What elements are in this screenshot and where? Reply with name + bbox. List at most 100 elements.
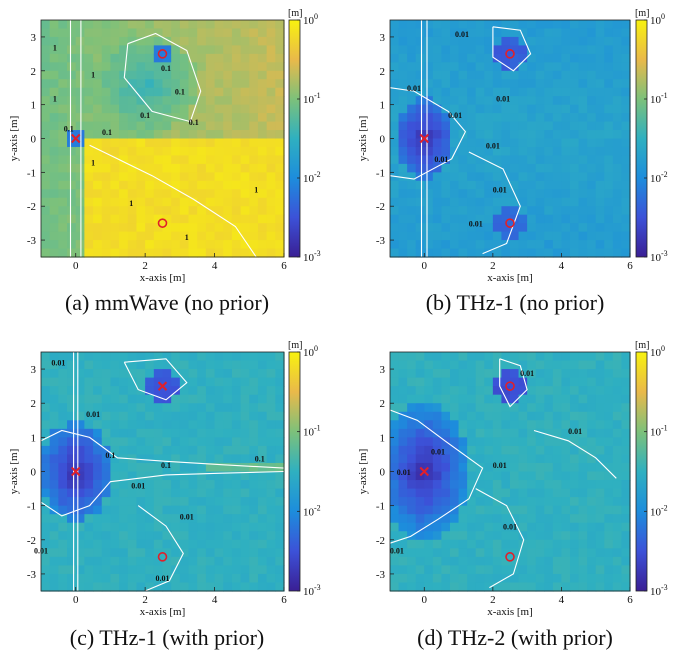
heatmap-cell xyxy=(41,214,51,224)
heatmap-cell xyxy=(415,360,425,370)
heatmap-cell xyxy=(188,369,198,379)
heatmap-cell xyxy=(197,522,207,532)
heatmap-cell xyxy=(535,582,545,592)
heatmap-cell xyxy=(205,70,216,80)
heatmap-cell xyxy=(119,79,129,89)
heatmap-cell xyxy=(390,539,400,549)
heatmap-cell xyxy=(110,420,120,430)
heatmap-cell xyxy=(595,155,605,165)
heatmap-cell xyxy=(424,197,434,207)
heatmap-cell xyxy=(41,445,51,456)
heatmap-cell xyxy=(84,189,94,199)
heatmap-cell xyxy=(467,28,477,38)
heatmap-cell xyxy=(153,20,164,30)
heatmap-cell xyxy=(110,70,120,80)
heatmap-cell xyxy=(188,163,198,173)
heatmap-cell xyxy=(49,163,59,173)
heatmap-cell xyxy=(612,514,623,524)
heatmap-cell xyxy=(621,87,631,97)
heatmap-cell xyxy=(75,462,85,473)
heatmap-cell xyxy=(67,138,77,148)
heatmap-cell xyxy=(578,360,588,370)
heatmap-cell xyxy=(145,248,155,258)
heatmap-cell xyxy=(467,197,477,207)
heatmap-cell xyxy=(249,539,259,549)
heatmap-cell xyxy=(424,505,434,515)
heatmap-cell xyxy=(205,454,216,464)
heatmap-cell xyxy=(390,146,400,157)
heatmap-cell xyxy=(492,240,503,250)
heatmap-cell xyxy=(595,420,605,430)
heatmap-cell xyxy=(578,480,588,490)
heatmap-cell xyxy=(93,96,103,106)
heatmap-cell xyxy=(450,248,460,258)
heatmap-cell xyxy=(475,377,485,387)
heatmap-cell xyxy=(527,163,537,173)
heatmap-cell xyxy=(561,420,571,430)
heatmap-cell xyxy=(58,480,68,490)
heatmap-cell xyxy=(197,240,207,250)
heatmap-cell xyxy=(171,573,181,584)
heatmap-cell xyxy=(570,20,580,30)
heatmap-cell xyxy=(450,403,460,413)
heatmap-cell xyxy=(49,121,59,131)
heatmap-cell xyxy=(93,155,103,165)
heatmap-cell xyxy=(492,62,503,72)
heatmap-cell xyxy=(197,582,207,592)
heatmap-cell xyxy=(475,531,485,541)
anchor-circle-marker xyxy=(505,381,515,391)
heatmap-cell xyxy=(578,582,588,592)
heatmap-cell xyxy=(223,113,233,123)
heatmap-cell xyxy=(604,113,614,123)
heatmap-cell xyxy=(275,411,285,421)
heatmap-cell xyxy=(450,445,460,456)
heatmap-cell xyxy=(93,113,103,123)
heatmap-cell xyxy=(49,197,59,207)
heatmap-cell xyxy=(390,53,400,63)
heatmap-cell xyxy=(441,180,451,190)
heatmap-cell xyxy=(561,403,571,413)
heatmap-cell xyxy=(475,539,485,549)
heatmap-cell xyxy=(398,79,408,89)
heatmap-cell xyxy=(407,104,417,114)
heatmap-cell xyxy=(578,28,588,38)
heatmap-cell xyxy=(127,53,138,63)
heatmap-cell xyxy=(249,437,259,447)
heatmap-cell xyxy=(552,471,563,481)
heatmap-cell xyxy=(136,180,146,190)
heatmap-cell xyxy=(407,386,417,396)
heatmap-cell xyxy=(41,420,51,430)
heatmap-cell xyxy=(595,62,605,72)
heatmap-cell xyxy=(398,240,408,250)
heatmap-cell xyxy=(535,480,545,490)
heatmap-cell xyxy=(93,180,103,190)
heatmap-cell xyxy=(257,471,268,481)
heatmap-cell xyxy=(415,155,425,165)
heatmap-cell xyxy=(492,206,503,216)
heatmap-cell xyxy=(58,514,68,524)
heatmap-cell xyxy=(75,522,85,532)
heatmap-cell xyxy=(240,548,250,558)
heatmap-cell xyxy=(398,352,408,362)
heatmap-cell xyxy=(518,96,528,106)
heatmap-cell xyxy=(544,223,554,233)
heatmap-cell xyxy=(58,172,68,182)
heatmap-cell xyxy=(257,386,268,396)
heatmap-cell xyxy=(257,62,268,72)
heatmap-cell xyxy=(101,189,112,199)
heatmap-cell xyxy=(119,369,129,379)
heatmap-cell xyxy=(240,180,250,190)
heatmap-cell xyxy=(595,565,605,575)
heatmap-cell xyxy=(398,497,408,507)
heatmap-cell xyxy=(612,197,623,207)
heatmap-cell xyxy=(249,45,259,55)
heatmap-cell xyxy=(49,454,59,464)
heatmap-cell xyxy=(93,45,103,55)
heatmap-cell xyxy=(162,445,172,456)
heatmap-cell xyxy=(67,79,77,89)
heatmap-cell xyxy=(390,497,400,507)
heatmap-cell xyxy=(127,248,138,258)
heatmap-cell xyxy=(535,104,545,114)
heatmap-cell xyxy=(510,445,520,456)
heatmap-cell xyxy=(407,223,417,233)
